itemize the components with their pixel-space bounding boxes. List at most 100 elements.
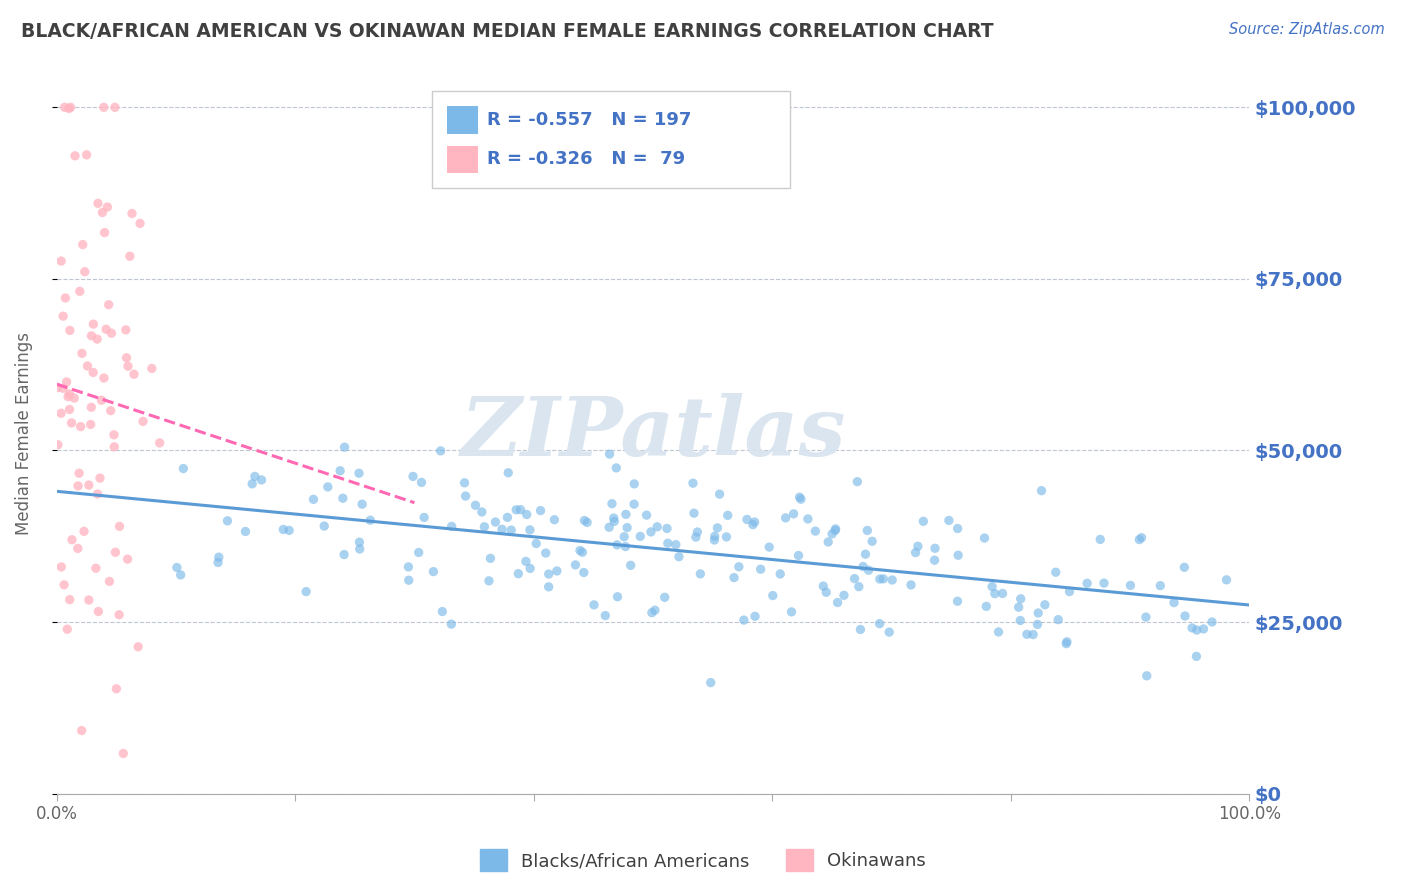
Point (333, 440, 356, 454)
Point (537, 567, 560, 582)
Point (1119, 578, 1142, 592)
Point (52, 309, 75, 323)
Point (59, 100, 82, 114)
Point (1136, 669, 1159, 683)
Point (1047, 613, 1070, 627)
Point (77, 478, 100, 492)
Point (332, 491, 354, 506)
Point (782, 507, 804, 521)
Point (872, 572, 894, 586)
Point (605, 461, 627, 475)
Point (349, 535, 371, 549)
Text: BLACK/AFRICAN AMERICAN VS OKINAWAN MEDIAN FEMALE EARNINGS CORRELATION CHART: BLACK/AFRICAN AMERICAN VS OKINAWAN MEDIA… (21, 22, 994, 41)
Point (69, 285, 91, 299)
Point (762, 589, 785, 603)
Point (613, 530, 636, 544)
Point (1007, 600, 1029, 615)
Point (1026, 606, 1049, 620)
Point (606, 590, 628, 604)
Point (821, 527, 844, 541)
Point (636, 508, 658, 523)
Point (602, 511, 624, 525)
Point (496, 466, 519, 480)
FancyBboxPatch shape (433, 91, 790, 188)
Point (129, 216, 152, 230)
Point (82, 366, 104, 380)
Point (112, 747, 135, 761)
Point (84, 561, 107, 575)
Point (946, 548, 969, 562)
Point (598, 520, 620, 534)
Point (869, 572, 891, 586)
Point (359, 513, 381, 527)
Point (89, 471, 111, 485)
Point (56, 390, 79, 404)
Point (723, 571, 745, 585)
Point (429, 443, 451, 458)
Point (790, 492, 813, 507)
Point (396, 560, 419, 574)
Point (87, 196, 110, 211)
Point (717, 508, 740, 523)
Point (946, 521, 969, 535)
Point (848, 580, 870, 594)
Point (623, 476, 645, 491)
Point (907, 539, 929, 553)
Point (789, 490, 811, 504)
Point (703, 533, 725, 547)
Point (121, 206, 143, 220)
Point (505, 503, 527, 517)
Point (582, 598, 605, 612)
Point (574, 514, 596, 528)
Point (1076, 576, 1098, 591)
Point (166, 560, 188, 574)
Point (614, 540, 637, 554)
Point (769, 566, 792, 581)
Point (440, 617, 463, 632)
Point (852, 559, 875, 574)
Point (93, 371, 115, 385)
Point (235, 524, 257, 539)
Point (1149, 579, 1171, 593)
Point (53, 100, 76, 114)
Point (118, 249, 141, 263)
Point (780, 605, 803, 619)
Point (1135, 610, 1157, 624)
Point (519, 561, 541, 575)
Text: ZIPatlas: ZIPatlas (460, 393, 846, 474)
Point (689, 566, 711, 581)
Point (1031, 483, 1053, 498)
Point (217, 514, 239, 528)
Point (53, 578, 76, 592)
Point (1201, 615, 1223, 629)
Point (208, 550, 231, 565)
Point (741, 517, 763, 532)
Point (855, 547, 877, 561)
Point (775, 511, 797, 525)
Point (398, 573, 420, 587)
Point (422, 565, 444, 579)
Point (641, 606, 664, 620)
Point (758, 540, 780, 554)
Point (1015, 627, 1038, 641)
Point (55, 291, 77, 305)
Point (515, 554, 537, 568)
Point (52, 381, 75, 395)
Point (516, 508, 538, 522)
Point (352, 497, 374, 511)
Point (478, 574, 501, 588)
Point (86, 332, 108, 346)
Point (104, 545, 127, 559)
Point (1010, 591, 1032, 606)
Point (524, 536, 547, 550)
Text: R = -0.326   N =  79: R = -0.326 N = 79 (488, 151, 685, 169)
Point (682, 476, 704, 491)
Point (824, 524, 846, 538)
Point (115, 351, 138, 365)
Point (744, 609, 766, 624)
Point (454, 489, 477, 503)
Point (572, 566, 595, 580)
Text: Source: ZipAtlas.com: Source: ZipAtlas.com (1229, 22, 1385, 37)
FancyBboxPatch shape (447, 145, 478, 173)
Point (877, 625, 900, 640)
